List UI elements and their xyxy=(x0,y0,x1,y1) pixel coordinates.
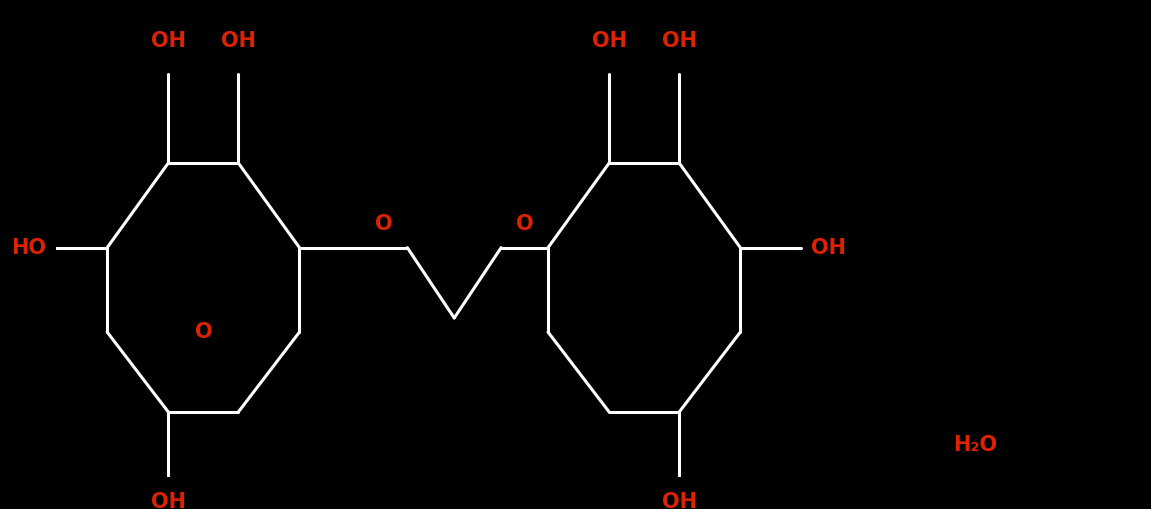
Text: OH: OH xyxy=(662,492,696,509)
Text: OH: OH xyxy=(810,238,846,258)
Text: OH: OH xyxy=(221,31,256,51)
Text: OH: OH xyxy=(151,492,185,509)
Text: H₂O: H₂O xyxy=(953,435,997,455)
Text: O: O xyxy=(195,322,212,342)
Text: OH: OH xyxy=(151,31,185,51)
Text: HO: HO xyxy=(12,238,46,258)
Text: OH: OH xyxy=(592,31,626,51)
Text: O: O xyxy=(516,214,533,234)
Text: OH: OH xyxy=(662,31,696,51)
Text: O: O xyxy=(375,214,392,234)
